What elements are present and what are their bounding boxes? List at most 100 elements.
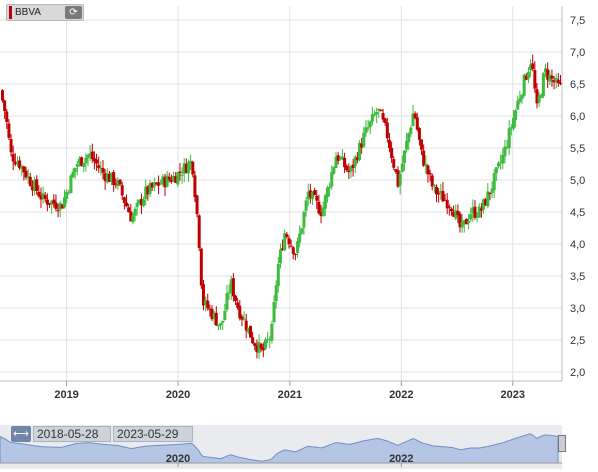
- candle-body: [107, 173, 111, 182]
- candle-body: [118, 179, 122, 185]
- candle-body: [167, 176, 171, 180]
- candle-body: [178, 171, 182, 173]
- candle-body: [182, 163, 186, 174]
- candle-body: [484, 198, 488, 206]
- candle-body: [415, 117, 419, 130]
- candle-body: [514, 110, 518, 120]
- candle-body: [439, 190, 443, 193]
- range-end-handle[interactable]: [558, 435, 566, 452]
- candle-body: [80, 157, 84, 167]
- candle-body: [208, 308, 212, 310]
- candle-body: [302, 212, 306, 228]
- candle-body: [263, 339, 267, 349]
- navigator-x-label: 2020: [166, 453, 190, 465]
- candle-body: [420, 139, 424, 150]
- ticker-selector[interactable]: BBVA ⟳: [6, 4, 84, 21]
- candle-body: [82, 162, 86, 167]
- y-tick-label: 3,5: [570, 271, 585, 283]
- candle-body: [308, 190, 312, 198]
- candle-body: [296, 241, 300, 254]
- candle-body: [394, 169, 398, 172]
- candle-body: [398, 173, 402, 186]
- candle-body: [28, 177, 32, 186]
- candle-body: [332, 167, 336, 174]
- candle-body: [377, 108, 381, 111]
- candle-body: [509, 127, 513, 129]
- y-tick-label: 5,5: [570, 143, 585, 155]
- candle-body: [63, 197, 66, 208]
- candle-body: [456, 210, 460, 216]
- candle-body: [413, 113, 417, 118]
- y-tick-label: 7,0: [570, 47, 585, 59]
- range-start-date[interactable]: 2018-05-28: [33, 426, 111, 442]
- candle-body: [127, 207, 131, 213]
- candle-body: [159, 183, 163, 185]
- candle-body: [490, 188, 494, 193]
- candle-body: [362, 132, 366, 147]
- candle-body: [206, 300, 210, 309]
- candle-body: [424, 163, 428, 166]
- candle-body: [387, 139, 391, 148]
- candle-body: [184, 163, 188, 173]
- candle-body: [494, 167, 498, 174]
- candle-body: [1, 90, 4, 101]
- candle-body: [180, 174, 184, 176]
- candle-body: [298, 233, 302, 243]
- candle-body: [5, 111, 9, 122]
- candle-body: [287, 238, 291, 245]
- candle-body: [163, 176, 167, 188]
- candle-body: [58, 202, 62, 210]
- candle-body: [39, 195, 43, 200]
- candle-body: [537, 96, 541, 103]
- candle-body: [392, 159, 396, 168]
- candle-body: [112, 172, 116, 186]
- candle-body: [116, 180, 120, 187]
- candle-body: [236, 302, 240, 308]
- candle-body: [240, 316, 244, 320]
- candle-body: [90, 151, 94, 160]
- candle-body: [92, 158, 96, 162]
- candle-body: [360, 143, 364, 148]
- candle-body: [432, 185, 436, 187]
- candle-body: [554, 78, 558, 82]
- candle-body: [458, 213, 462, 228]
- candle-body: [323, 195, 327, 209]
- candle-body: [343, 157, 347, 168]
- navigator-x-label: 2022: [389, 453, 413, 465]
- candle-body: [60, 204, 64, 209]
- candle-body: [274, 285, 278, 302]
- range-end-date[interactable]: 2023-05-29: [113, 426, 193, 442]
- candle-body: [103, 173, 107, 181]
- candle-body: [120, 185, 124, 196]
- candle-body: [546, 69, 550, 80]
- refresh-icon[interactable]: ⟳: [65, 6, 82, 19]
- candle-body: [165, 175, 169, 187]
- candle-body: [195, 195, 199, 215]
- candle-body: [73, 167, 77, 173]
- candle-body: [313, 190, 317, 196]
- double-arrow-icon[interactable]: ⟷: [11, 426, 31, 442]
- candle-body: [229, 279, 233, 293]
- candle-body: [99, 167, 103, 169]
- candle-body: [161, 176, 165, 185]
- candle-body: [535, 89, 539, 104]
- candle-body: [101, 167, 105, 173]
- y-tick-label: 3,0: [570, 303, 585, 315]
- candle-body: [379, 110, 383, 112]
- candle-body: [338, 157, 342, 160]
- candle-body: [234, 295, 238, 301]
- candle-body: [88, 153, 92, 155]
- candle-body: [242, 318, 246, 321]
- candle-body: [71, 171, 75, 178]
- candle-body: [462, 220, 466, 225]
- candle-body: [325, 187, 329, 198]
- candle-body: [268, 338, 272, 341]
- candle-body: [35, 179, 39, 191]
- candle-body: [114, 183, 118, 185]
- candle-body: [304, 200, 308, 211]
- candle-body: [520, 95, 524, 100]
- candle-body: [22, 166, 26, 173]
- candle-body: [137, 199, 141, 204]
- candle-body: [293, 254, 297, 256]
